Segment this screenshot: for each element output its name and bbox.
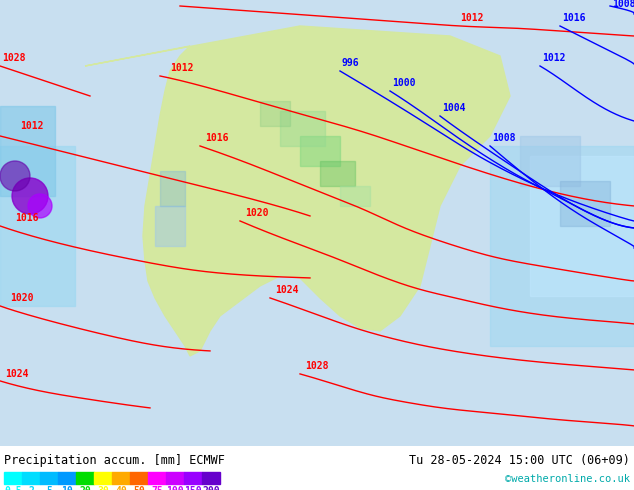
Text: 30: 30 [97, 486, 109, 490]
Text: 1012: 1012 [20, 121, 44, 131]
Bar [130, 472, 148, 484]
Text: 100: 100 [166, 486, 184, 490]
Text: 1012: 1012 [460, 13, 484, 23]
Text: 5: 5 [46, 486, 52, 490]
Bar [166, 472, 184, 484]
Text: 200: 200 [202, 486, 220, 490]
Circle shape [28, 194, 52, 218]
Text: 1020: 1020 [10, 293, 34, 303]
Text: Tu 28-05-2024 15:00 UTC (06+09): Tu 28-05-2024 15:00 UTC (06+09) [409, 454, 630, 467]
Text: Precipitation accum. [mm] ECMWF: Precipitation accum. [mm] ECMWF [4, 454, 225, 467]
Text: 50: 50 [133, 486, 145, 490]
Text: 1020: 1020 [245, 208, 269, 218]
Text: 996: 996 [342, 58, 359, 68]
Text: 1028: 1028 [2, 53, 25, 63]
Text: 150: 150 [184, 486, 202, 490]
Bar [520, 136, 580, 186]
Text: 75: 75 [151, 486, 163, 490]
Text: 1016: 1016 [15, 213, 39, 223]
Text: 1016: 1016 [562, 13, 586, 23]
Bar [148, 472, 166, 484]
Text: 1000: 1000 [392, 78, 415, 88]
Bar [202, 472, 220, 484]
Bar [260, 101, 290, 126]
Bar [22, 472, 40, 484]
Text: 1008: 1008 [492, 133, 515, 143]
Text: 1012: 1012 [542, 53, 566, 63]
Bar [155, 206, 185, 246]
Bar [0, 146, 75, 306]
Text: ©weatheronline.co.uk: ©weatheronline.co.uk [505, 474, 630, 484]
Text: 1012: 1012 [170, 63, 193, 73]
Text: 0.5: 0.5 [4, 486, 22, 490]
Bar [0, 106, 55, 196]
Text: 1016: 1016 [205, 133, 228, 143]
Bar [40, 472, 58, 484]
Bar [280, 111, 325, 146]
Circle shape [0, 161, 30, 191]
Text: 20: 20 [79, 486, 91, 490]
Text: 1008: 1008 [612, 0, 634, 9]
Circle shape [12, 178, 48, 214]
Bar [58, 472, 76, 484]
Text: 1028: 1028 [305, 361, 328, 371]
Bar [340, 186, 370, 206]
Text: 40: 40 [115, 486, 127, 490]
Text: 2: 2 [28, 486, 34, 490]
Bar [560, 181, 610, 226]
Bar [184, 472, 202, 484]
Bar [320, 161, 355, 186]
Bar [76, 472, 94, 484]
Text: 10: 10 [61, 486, 73, 490]
Bar [530, 156, 634, 296]
Bar [490, 146, 634, 346]
Text: 1024: 1024 [275, 285, 299, 295]
Bar [94, 472, 112, 484]
Bar [4, 472, 22, 484]
Text: 1004: 1004 [442, 103, 465, 113]
Polygon shape [85, 26, 510, 356]
Text: 1024: 1024 [5, 369, 29, 379]
Bar [300, 136, 340, 166]
Bar [160, 171, 185, 206]
Bar [112, 472, 130, 484]
